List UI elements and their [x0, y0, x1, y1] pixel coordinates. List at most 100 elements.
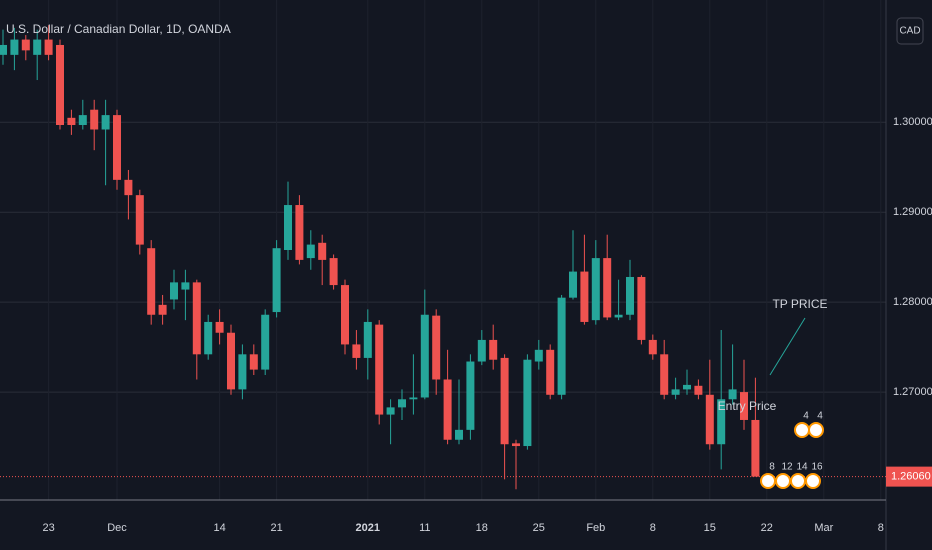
candle-body [512, 443, 520, 447]
candle-body [306, 244, 315, 259]
last-price-label: 1.26060 [891, 471, 931, 483]
candle-body [740, 392, 748, 420]
candle-body [204, 321, 213, 355]
candle-body [10, 39, 19, 55]
candle-body [420, 314, 429, 398]
candle-body [158, 304, 167, 315]
candles [0, 25, 760, 490]
event-badge[interactable] [794, 422, 810, 438]
event-count: 14 [796, 462, 808, 473]
x-tick-label: 14 [213, 522, 225, 534]
candle-body [363, 321, 372, 358]
x-tick-label: 22 [761, 522, 773, 534]
candle-body [477, 339, 486, 362]
candle-body [683, 384, 691, 390]
currency-label[interactable]: CAD [899, 26, 920, 37]
candle-body [591, 258, 600, 321]
candle-body [101, 115, 110, 130]
candle-body [44, 39, 53, 55]
candle-body [21, 39, 30, 51]
candle-body [455, 429, 463, 440]
candle-body [660, 354, 669, 395]
candle-body [637, 276, 646, 340]
chart-title: U.S. Dollar / Canadian Dollar, 1D, OANDA [6, 22, 231, 36]
candle-body [238, 354, 247, 390]
x-tick-label: 23 [42, 522, 54, 534]
candle-body [603, 258, 612, 318]
candle-body [67, 117, 76, 125]
candle-body [318, 242, 327, 260]
candle-body [694, 385, 703, 395]
x-tick-label: Feb [586, 522, 605, 534]
candle-body [409, 397, 418, 400]
annotation-line [769, 317, 806, 376]
annotation: TP PRICE [772, 297, 827, 311]
candle-body [341, 285, 349, 345]
candle-body [398, 399, 406, 408]
currency-button[interactable] [896, 17, 924, 45]
candle-body [500, 357, 509, 445]
x-tick-label: 15 [704, 522, 716, 534]
candle-body [192, 282, 201, 355]
x-tick-label: 2021 [356, 522, 380, 534]
candle-body [135, 195, 144, 245]
candle-body [181, 282, 190, 290]
candle-body [56, 44, 64, 125]
x-tick-label: 8 [650, 522, 656, 534]
candle-body [284, 205, 292, 250]
candle-body [147, 248, 156, 315]
event-count: 12 [781, 462, 793, 473]
candle-body [569, 271, 577, 298]
candle-body [227, 332, 235, 390]
candle-body [170, 282, 178, 300]
candle-body [717, 399, 726, 445]
candle-body [671, 389, 680, 395]
x-tick-label: 21 [270, 522, 282, 534]
candle-body [295, 205, 304, 260]
event-badge[interactable] [790, 473, 806, 489]
event-count: 16 [811, 462, 823, 473]
candle-body [648, 339, 657, 355]
candle-body [215, 321, 224, 333]
candle-body [90, 109, 99, 130]
event-badge[interactable] [805, 473, 821, 489]
overlay: 1.26060 8 12 14 16 4 4 [0, 411, 932, 489]
candle-body [261, 314, 270, 370]
event-count: 4 [803, 411, 809, 422]
y-tick-label: 1.27000 [893, 386, 932, 398]
candle-body [626, 276, 634, 315]
x-tick-label: 8 [878, 522, 884, 534]
candle-body [249, 354, 258, 370]
candle-body [557, 297, 566, 395]
event-badge[interactable] [775, 473, 791, 489]
candle-body [580, 271, 589, 322]
event-count: 4 [817, 411, 823, 422]
candle-body [124, 179, 133, 196]
event-count: 8 [769, 462, 775, 473]
candle-body [33, 39, 42, 55]
candle-body [432, 315, 441, 380]
last-price-box [886, 466, 932, 487]
y-tick-label: 1.30000 [893, 116, 932, 128]
candle-body [614, 314, 623, 318]
event-badge[interactable] [808, 422, 824, 438]
x-tick-label: 11 [419, 522, 430, 534]
candle-body [523, 359, 532, 447]
candle-body [329, 258, 338, 286]
x-tick-label: 25 [533, 522, 545, 534]
candle-body [0, 44, 7, 55]
event-badge[interactable] [760, 473, 776, 489]
grid [0, 0, 886, 500]
annotation: Entry Price [718, 399, 777, 413]
candle-body [489, 339, 498, 360]
candle-body [705, 394, 714, 445]
candle-body [386, 407, 395, 415]
candle-body [352, 344, 361, 358]
candle-body [272, 248, 281, 313]
candle-body [113, 115, 121, 180]
candle-body [375, 324, 384, 415]
y-tick-label: 1.28000 [893, 296, 932, 308]
candle-body [78, 115, 87, 125]
